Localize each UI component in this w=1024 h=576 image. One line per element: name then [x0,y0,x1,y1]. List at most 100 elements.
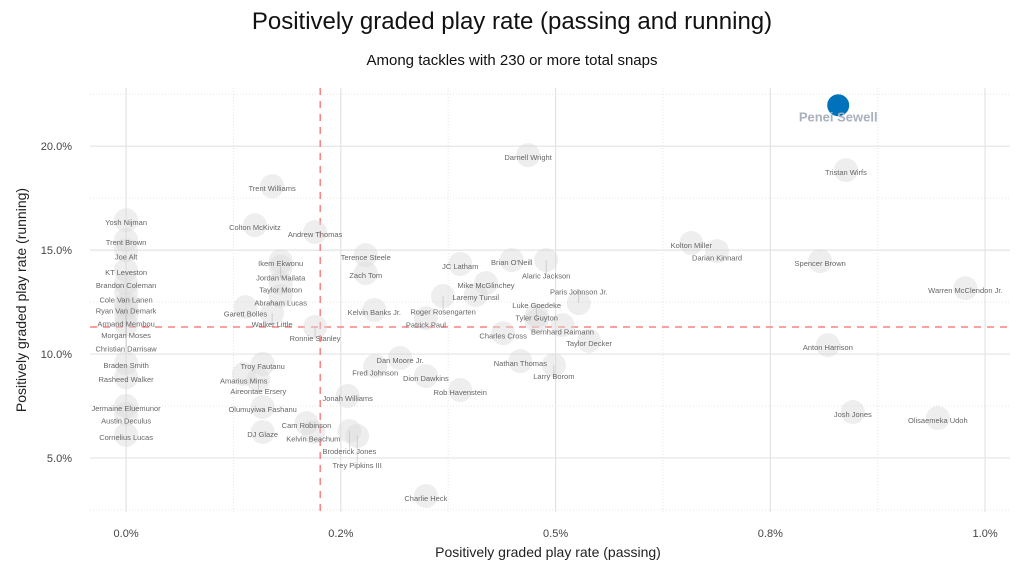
point-label: JC Latham [442,262,478,271]
point-label: Dion Dawkins [403,374,449,383]
point-label: Nathan Thomas [494,359,547,368]
data-point [840,400,865,425]
point-label: Fred Johnson [352,369,398,378]
data-point [491,321,516,346]
highlighted-point [827,94,850,117]
data-point [815,333,840,358]
data-point [242,213,267,238]
data-point [353,243,378,268]
point-label: Jermaine Eluemunor [91,404,161,413]
point-label: Ronnie Stanley [290,334,341,343]
point-label: Brian O'Neill [491,258,533,267]
data-point [250,352,275,377]
data-point [516,143,541,168]
point-label: Roger Rosengarten [410,308,475,317]
y-tick-label: 10.0% [41,349,72,361]
point-label: Luke Goedeke [512,301,561,310]
data-point [233,295,258,320]
highlighted-point-label: Penei Sewell [799,109,878,124]
data-point [705,239,730,264]
data-point [463,283,488,308]
point-label: Zach Tom [349,271,382,280]
data-point [260,174,285,199]
data-point [114,271,139,296]
point-label: KT Leveston [105,268,147,277]
point-label: Trent Brown [106,238,147,247]
data-point [925,406,950,431]
data-point [114,208,139,233]
point-label: Trent Williams [248,184,295,193]
data-point [363,354,388,379]
point-label: Cole Van Lanen [99,296,152,305]
point-label: Aireontae Ersery [230,387,286,396]
data-point [413,306,438,331]
data-point [114,281,139,306]
point-label: Andrew Thomas [288,230,343,239]
data-point [294,411,319,436]
point-label: Broderick Jones [323,447,377,456]
y-axis-title: Positively graded play rate (running) [13,188,29,412]
point-label: Mike McGlinchey [457,281,514,290]
point-label: Jonah Williams [322,394,373,403]
data-point [833,158,858,183]
point-label: Austin Deculus [101,416,151,425]
x-axis-title: Positively graded play rate (passing) [435,544,661,560]
data-point [577,328,602,353]
data-point [268,249,293,274]
point-label: Abraham Lucas [254,299,307,308]
data-point [301,419,326,444]
data-point [808,249,833,274]
data-point [114,292,139,317]
point-label: Olisaemeka Udoh [908,416,968,425]
y-tick-label: 20.0% [41,141,72,153]
y-tick-label: 5.0% [47,453,72,465]
point-label: Joe Alt [115,253,138,262]
point-label: Amarius Mims [220,376,268,385]
point-label: Brandon Coleman [96,281,156,290]
point-label: Tyler Guyton [515,314,558,323]
point-label: Larry Borom [533,372,574,381]
gridlines [90,88,1010,512]
data-point [413,483,438,508]
point-label: Trey Pipkins III [332,461,381,470]
point-label: Kelvin Banks Jr. [348,308,401,317]
point-label: Armand Membou [97,320,155,329]
point-label: Jordan Mailata [256,274,306,283]
data-point [114,228,139,253]
point-label: Cam Robinson [282,421,332,430]
data-point [268,271,293,296]
point-label: Warren McClendon Jr. [928,286,1002,295]
point-label: Charles Cross [479,331,527,340]
point-label: Darian Kinnard [692,254,742,263]
chart-subtitle: Among tackles with 230 or more total sna… [366,52,658,69]
x-tick-label: 0.2% [328,528,353,540]
chart-title: Positively graded play rate (passing and… [251,8,773,35]
point-label: Rob Havenstein [434,388,487,397]
point-label: Anton Harrison [803,343,853,352]
point-label: Paris Johnson Jr. [550,288,608,297]
data-point [114,365,139,390]
point-label: Darnell Wright [504,153,552,162]
data-point [508,349,533,374]
point-label: Tristan Wirfs [825,168,867,177]
data-point [250,419,275,444]
point-label: Terence Steele [341,253,391,262]
label-leader-lines [125,260,580,465]
data-point [335,384,360,409]
point-label: Patrick Paul [406,321,446,330]
point-label: Troy Fautanu [240,362,284,371]
data-point [448,377,473,402]
point-label: Ryan Van Demark [96,307,157,316]
point-label: Rasheed Walker [98,375,154,384]
data-point [362,297,387,322]
point-label: DJ Glaze [247,430,278,439]
point-label: Braden Smith [103,361,148,370]
data-point [250,395,275,420]
point-label: Taylor Decker [566,339,612,348]
point-label: Josh Jones [834,410,872,419]
point-label: Taylor Moton [259,286,302,295]
point-label: Alaric Jackson [522,272,570,281]
point-label: Laremy Tunsil [452,293,499,302]
point-label: Spencer Brown [795,259,846,268]
